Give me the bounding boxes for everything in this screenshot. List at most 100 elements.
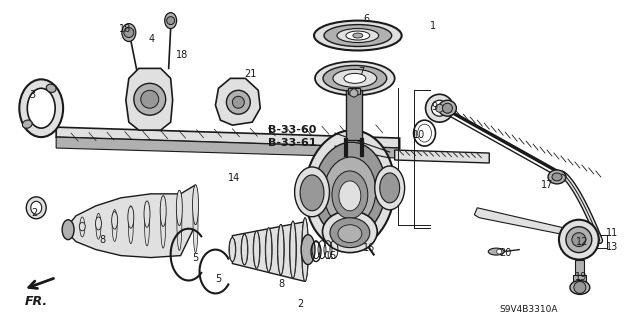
Ellipse shape	[301, 235, 315, 264]
Ellipse shape	[31, 201, 42, 214]
Text: 14: 14	[228, 173, 241, 183]
Text: 19: 19	[575, 272, 587, 283]
Polygon shape	[216, 78, 260, 125]
Ellipse shape	[314, 21, 402, 50]
Ellipse shape	[300, 175, 324, 211]
Text: B-33-60: B-33-60	[268, 125, 317, 135]
Text: S9V4B3310A: S9V4B3310A	[500, 305, 558, 314]
Circle shape	[566, 227, 592, 253]
Ellipse shape	[112, 210, 117, 241]
Polygon shape	[66, 185, 196, 257]
Text: 15: 15	[325, 251, 337, 261]
Ellipse shape	[290, 221, 296, 278]
Polygon shape	[56, 137, 399, 158]
Polygon shape	[56, 127, 399, 148]
Circle shape	[574, 281, 586, 293]
Text: 2: 2	[297, 299, 303, 309]
Ellipse shape	[122, 24, 136, 41]
Polygon shape	[232, 222, 305, 281]
Ellipse shape	[330, 218, 370, 248]
Ellipse shape	[96, 213, 101, 239]
Ellipse shape	[442, 103, 452, 113]
Ellipse shape	[26, 197, 46, 219]
Ellipse shape	[323, 65, 387, 91]
Ellipse shape	[177, 190, 182, 226]
Ellipse shape	[552, 173, 562, 181]
Ellipse shape	[164, 13, 177, 29]
Ellipse shape	[324, 25, 392, 47]
Polygon shape	[350, 88, 358, 97]
Ellipse shape	[332, 171, 368, 219]
Ellipse shape	[63, 228, 69, 232]
Ellipse shape	[488, 248, 504, 255]
Ellipse shape	[241, 234, 248, 265]
Ellipse shape	[438, 100, 456, 116]
Text: 9: 9	[431, 102, 438, 112]
Ellipse shape	[339, 181, 361, 211]
Ellipse shape	[380, 173, 399, 203]
Circle shape	[124, 27, 134, 38]
Ellipse shape	[79, 222, 85, 231]
Text: 13: 13	[605, 241, 618, 252]
Ellipse shape	[177, 195, 182, 250]
Ellipse shape	[266, 228, 272, 271]
Text: 18: 18	[119, 24, 131, 33]
Ellipse shape	[22, 120, 32, 128]
Ellipse shape	[324, 157, 376, 227]
Text: 6: 6	[364, 14, 370, 24]
Text: 5: 5	[193, 253, 199, 263]
Ellipse shape	[302, 218, 308, 281]
Ellipse shape	[46, 84, 56, 93]
Ellipse shape	[277, 224, 284, 275]
Ellipse shape	[294, 167, 330, 217]
Ellipse shape	[323, 211, 377, 253]
Text: 4: 4	[148, 33, 155, 43]
Text: 16: 16	[363, 243, 375, 253]
Ellipse shape	[19, 79, 63, 137]
Ellipse shape	[229, 238, 236, 262]
Ellipse shape	[241, 234, 248, 265]
Bar	[348, 88, 360, 94]
Ellipse shape	[95, 217, 102, 230]
Ellipse shape	[193, 185, 198, 225]
Ellipse shape	[128, 206, 134, 228]
Ellipse shape	[305, 130, 395, 249]
Ellipse shape	[161, 198, 166, 248]
Text: 17: 17	[541, 180, 554, 190]
Circle shape	[227, 90, 250, 114]
Text: 1: 1	[429, 21, 436, 31]
Ellipse shape	[333, 70, 377, 87]
Polygon shape	[474, 208, 589, 238]
Ellipse shape	[344, 73, 366, 83]
Text: 3: 3	[29, 90, 35, 100]
Ellipse shape	[278, 224, 284, 275]
Ellipse shape	[28, 88, 55, 128]
Ellipse shape	[145, 202, 150, 246]
Ellipse shape	[160, 196, 166, 226]
Ellipse shape	[80, 217, 84, 237]
Ellipse shape	[353, 33, 363, 38]
Text: 18: 18	[175, 50, 188, 61]
Circle shape	[435, 104, 444, 112]
Circle shape	[426, 94, 453, 122]
Polygon shape	[395, 150, 489, 163]
Bar	[575, 260, 584, 276]
Circle shape	[141, 90, 159, 108]
Ellipse shape	[129, 206, 133, 244]
Circle shape	[431, 100, 447, 116]
Ellipse shape	[62, 220, 74, 240]
Text: 7: 7	[358, 67, 364, 78]
Text: 2: 2	[31, 208, 38, 218]
Ellipse shape	[253, 231, 260, 268]
Bar	[573, 276, 586, 284]
Ellipse shape	[570, 280, 590, 294]
Text: 21: 21	[244, 69, 257, 79]
Ellipse shape	[346, 31, 370, 40]
Polygon shape	[126, 68, 173, 130]
Ellipse shape	[548, 170, 566, 184]
Bar	[346, 90, 362, 140]
Ellipse shape	[337, 29, 379, 42]
Ellipse shape	[417, 124, 431, 142]
Ellipse shape	[375, 166, 404, 210]
Text: 11: 11	[605, 228, 618, 238]
